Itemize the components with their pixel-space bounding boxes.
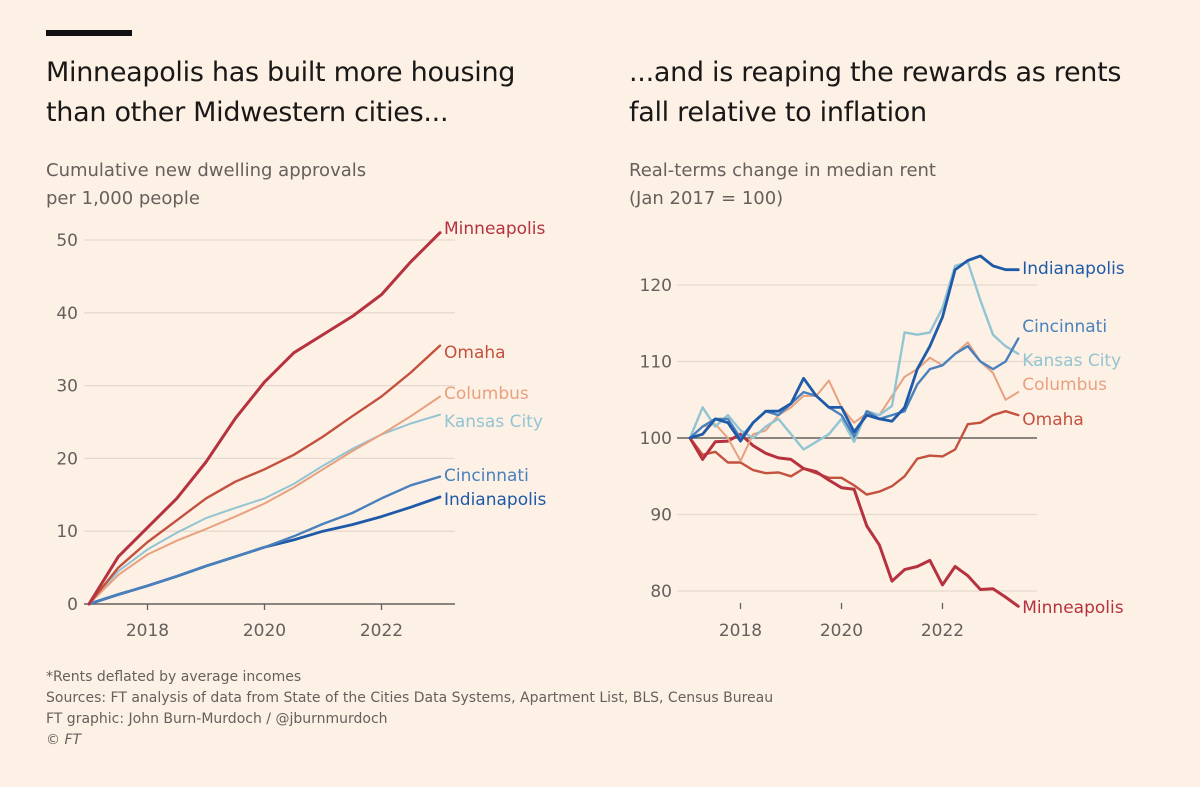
right-chart-subtitle: Real-terms change in median rent (Jan 20… <box>629 157 936 213</box>
series-line-omaha <box>87 344 442 606</box>
y-tick-label: 80 <box>650 582 672 602</box>
y-tick-label: 20 <box>56 449 78 469</box>
series-line-minneapolis <box>688 432 1020 608</box>
right-subtitle-line-2: (Jan 2017 = 100) <box>629 188 784 209</box>
right-chart-real-rent: 80 90 100 110 120 2018 2020 2022 Minneapolis Omah… <box>640 254 1125 641</box>
left-title-line-1: Minneapolis has built more housing <box>46 57 516 88</box>
left-chart-title: Minneapolis has built more housing than … <box>46 53 515 133</box>
y-tick-label: 110 <box>640 353 672 373</box>
y-tick-label: 40 <box>56 304 78 324</box>
y-tick-label: 50 <box>56 231 78 251</box>
right-title-line-1: ...and is reaping the rewards as rents <box>629 57 1122 88</box>
series-label-indianapolis: Indianapolis <box>1022 259 1125 279</box>
series-label-minneapolis: Minneapolis <box>444 219 545 239</box>
x-tick-label: 2018 <box>126 621 169 641</box>
series-line-columbus <box>689 341 1020 462</box>
x-tick-label: 2018 <box>719 621 762 641</box>
footer-note: *Rents deflated by average incomes <box>46 669 302 685</box>
series-line-kansas-city <box>88 413 441 605</box>
series-label-omaha: Omaha <box>444 343 506 363</box>
y-tick-label: 0 <box>67 595 78 615</box>
left-subtitle-line-2: per 1,000 people <box>46 188 200 209</box>
right-subtitle-line-1: Real-terms change in median rent <box>629 160 936 181</box>
footer-copyright: © FT <box>46 732 82 748</box>
y-tick-label: 30 <box>56 377 78 397</box>
y-tick-label: 100 <box>640 429 672 449</box>
ft-brand-bar <box>46 30 132 36</box>
y-tick-label: 10 <box>56 522 78 542</box>
right-title-line-2: fall relative to inflation <box>629 97 927 128</box>
left-subtitle-line-1: Cumulative new dwelling approvals <box>46 160 367 181</box>
series-line-cincinnati <box>87 475 442 606</box>
series-label-cincinnati: Cincinnati <box>1022 317 1107 337</box>
series-line-indianapolis <box>688 254 1020 443</box>
footer: *Rents deflated by average incomes Sourc… <box>46 667 773 751</box>
x-tick-label: 2020 <box>820 621 863 641</box>
series-label-omaha: Omaha <box>1022 410 1084 430</box>
y-tick-label: 120 <box>640 276 672 296</box>
series-line-minneapolis <box>87 231 442 606</box>
left-title-line-2: than other Midwestern cities... <box>46 97 449 128</box>
left-chart-housing-approvals: 0 10 20 30 40 50 2018 2020 2022 Minneapolis Omaha C… <box>56 219 546 641</box>
left-chart-subtitle: Cumulative new dwelling approvals per 1,… <box>46 157 366 213</box>
series-label-cincinnati: Cincinnati <box>444 466 529 486</box>
right-chart-title: ...and is reaping the rewards as rents f… <box>629 53 1121 133</box>
series-label-indianapolis: Indianapolis <box>444 490 547 510</box>
y-tick-label: 90 <box>650 506 672 526</box>
footer-sources: Sources: FT analysis of data from State … <box>46 690 774 706</box>
series-label-columbus: Columbus <box>1022 375 1107 395</box>
series-label-kansas-city: Kansas City <box>444 412 543 432</box>
series-label-minneapolis: Minneapolis <box>1022 598 1123 618</box>
x-tick-label: 2022 <box>921 621 964 641</box>
series-label-kansas-city: Kansas City <box>1022 351 1121 371</box>
series-label-columbus: Columbus <box>444 384 529 404</box>
series-line-omaha <box>688 410 1020 496</box>
x-tick-label: 2020 <box>243 621 286 641</box>
footer-credit: FT graphic: John Burn-Murdoch / @jburnmu… <box>46 711 388 727</box>
x-tick-label: 2022 <box>360 621 403 641</box>
series-line-columbus <box>88 395 441 605</box>
